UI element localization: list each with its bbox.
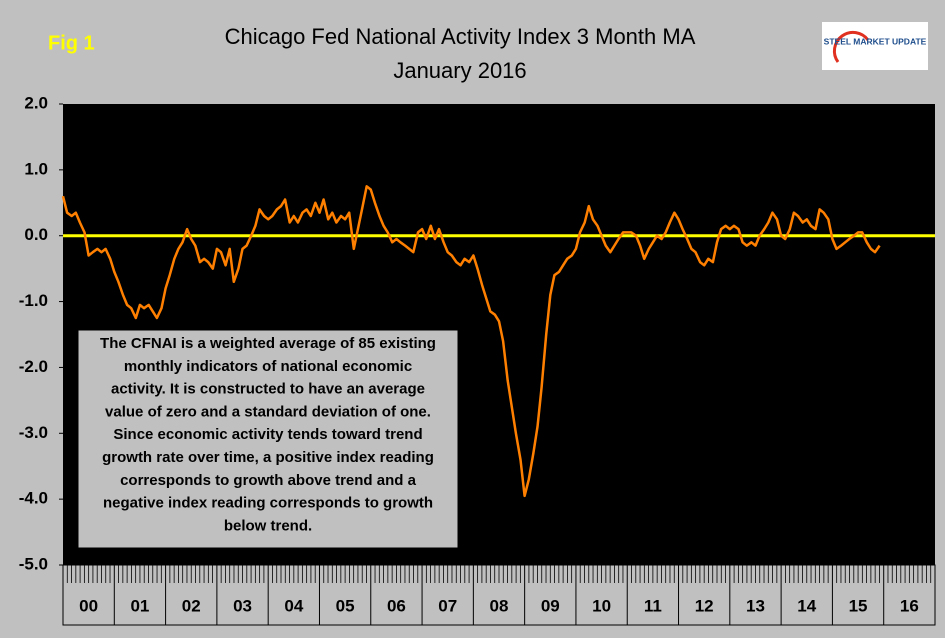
x-tick-label: 06 [387, 596, 406, 615]
x-tick-label: 05 [336, 596, 355, 615]
annotation-line: corresponds to growth above trend and a [120, 472, 417, 489]
logo-box [822, 22, 928, 70]
x-tick-label: 14 [797, 596, 816, 615]
annotation-line: The CFNAI is a weighted average of 85 ex… [100, 335, 436, 352]
annotation-line: growth rate over time, a positive index … [102, 449, 434, 466]
annotation-box [77, 329, 459, 549]
x-tick-label: 07 [438, 596, 457, 615]
x-tick-label: 08 [490, 596, 509, 615]
x-tick-label: 02 [182, 596, 201, 615]
annotation-line: Since economic activity tends toward tre… [113, 426, 422, 443]
y-tick-label: -2.0 [19, 357, 48, 376]
x-tick-label: 12 [695, 596, 714, 615]
x-tick-label: 00 [79, 596, 98, 615]
x-tick-label: 10 [592, 596, 611, 615]
y-tick-label: 1.0 [24, 159, 48, 178]
x-tick-label: 09 [541, 596, 560, 615]
fig-label: Fig 1 [48, 32, 95, 54]
annotation: The CFNAI is a weighted average of 85 ex… [77, 329, 459, 549]
annotation-line: negative index reading corresponds to gr… [103, 495, 433, 512]
logo-swoosh [832, 30, 870, 63]
x-tick-label: 16 [900, 596, 919, 615]
y-tick-label: -1.0 [19, 291, 48, 310]
y-tick-label: 0.0 [24, 225, 48, 244]
chart-subtitle: January 2016 [393, 58, 526, 83]
annotation-line: activity. It is constructed to have an a… [111, 381, 425, 398]
data-line [61, 185, 881, 498]
chart-title: Chicago Fed National Activity Index 3 Mo… [225, 24, 696, 49]
annotation-line: value of zero and a standard deviation o… [105, 403, 431, 420]
y-tick-label: -5.0 [19, 554, 48, 573]
annotation-line: below trend. [224, 517, 312, 534]
x-tick-label: 01 [130, 596, 149, 615]
x-tick-label: 15 [849, 596, 868, 615]
x-tick-label: 11 [644, 596, 662, 615]
x-tick-label: 03 [233, 596, 252, 615]
x-tick-label: 04 [284, 596, 303, 615]
y-tick-label: -4.0 [19, 489, 48, 508]
x-tick-label: 13 [746, 596, 765, 615]
y-tick-label: 2.0 [24, 93, 48, 112]
annotation-line: monthly indicators of national economic [124, 358, 412, 375]
logo-text: STEEL MARKET UPDATE [824, 36, 927, 46]
y-tick-label: -3.0 [19, 423, 48, 442]
